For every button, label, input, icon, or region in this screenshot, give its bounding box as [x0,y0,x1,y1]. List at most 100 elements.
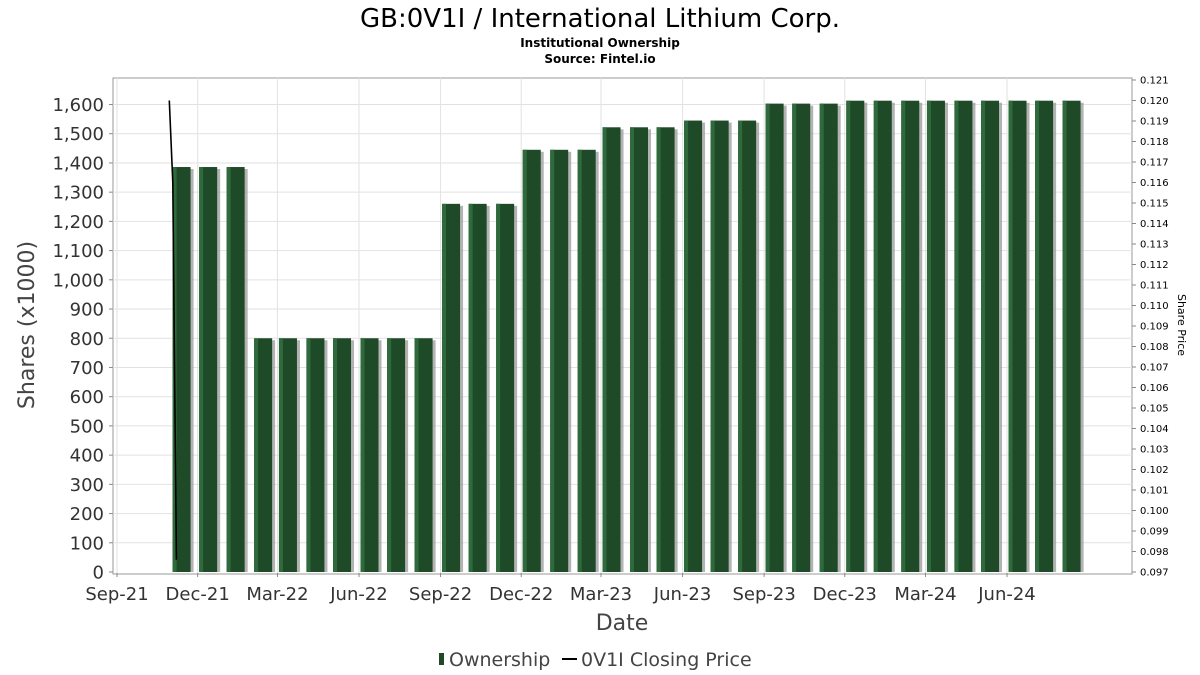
ownership-bar-highlight [792,103,797,572]
y2-tick-label: 0.103 [1140,445,1169,456]
y-tick-label: 1,100 [52,241,104,262]
ownership-bar-highlight [629,127,634,573]
ownership-bar [1062,100,1081,572]
y-tick-label: 1,400 [52,153,104,174]
ownership-bar [846,100,865,572]
y-tick-label: 100 [70,533,104,554]
y-tick-label: 200 [70,504,104,525]
ownership-bar-highlight [522,149,527,572]
x-tick-label: Dec-23 [813,584,877,605]
y-tick-label: 700 [70,358,104,379]
ownership-bar [901,100,920,572]
y2-tick-label: 0.121 [1140,76,1169,87]
y-tick-label: 500 [70,416,104,437]
ownership-bar-highlight [656,127,661,573]
y2-tick-label: 0.109 [1140,322,1169,333]
y-tick-label: 600 [70,387,104,408]
chart-title: GB:0V1I / International Lithium Corp. [360,4,840,34]
ownership-bar-highlight [254,338,259,572]
y-axis-label: Shares (x1000) [15,241,40,409]
ownership-bar-highlight [954,100,959,572]
price-line [168,100,178,560]
ownership-bar [306,338,325,572]
ownership-bar [360,338,379,572]
y2-tick-label: 0.107 [1140,363,1169,374]
ownership-bar [1008,100,1027,572]
y-tick-label: 0 [93,563,104,584]
ownership-bar-highlight [1008,100,1013,572]
ownership-bar-highlight [577,149,582,572]
ownership-bar-highlight [981,100,986,572]
x-tick-label: Dec-22 [489,584,553,605]
ownership-bar [254,338,273,572]
y2-tick-label: 0.098 [1140,547,1169,558]
ownership-bar [819,103,838,572]
y2-tick-label: 0.106 [1140,383,1169,394]
ownership-bar-highlight [846,100,851,572]
x-tick-label: Sep-21 [85,584,148,605]
y-tick-label: 900 [70,300,104,321]
y2-tick-label: 0.097 [1140,568,1169,579]
ownership-bar [684,120,703,572]
ownership-bar [926,100,945,572]
y-tick-label: 1,600 [52,95,104,116]
ownership-bar [656,127,675,573]
ownership-bar [873,100,892,572]
ownership-bar [278,338,297,572]
x-tick-label: Sep-23 [732,584,795,605]
ownership-bar-highlight [684,120,689,572]
y-tick-label: 1,300 [52,183,104,204]
ownership-bar-highlight [306,338,311,572]
ownership-bar [172,167,191,572]
y2-tick-label: 0.113 [1140,240,1169,251]
ownership-bar [602,127,621,573]
x-tick-label: Mar-24 [894,584,956,605]
ownership-bar-highlight [819,103,824,572]
y2-tick-label: 0.112 [1140,260,1169,271]
legend-swatch-ownership [439,653,444,665]
ownership-bar-highlight [602,127,607,573]
x-tick-label: Jun-23 [653,584,712,605]
y2-tick-label: 0.100 [1140,506,1169,517]
chart-subtitle-line-1: Institutional Ownership [520,36,680,50]
ownership-bar [954,100,973,572]
x-axis: Sep-21 Dec-21 Mar-22 Jun-22 Sep-22 Dec-22 Mar-… [85,573,1036,605]
ownership-bar [792,103,811,572]
ownership-bar-highlight [226,167,231,572]
ownership-bar [442,203,461,572]
ownership-bar-highlight [333,338,338,572]
y2-tick-label: 0.111 [1140,281,1169,292]
ownership-bar [496,203,515,572]
y2-tick-label: 0.101 [1140,486,1169,497]
x-tick-label: Mar-22 [246,584,308,605]
x-tick-label: Dec-21 [166,584,230,605]
ownership-bar-highlight [468,203,473,572]
y-tick-label: 1,200 [52,212,104,233]
ownership-bar [738,120,757,572]
ownership-bar-highlight [278,338,283,572]
y-tick-label: 300 [70,475,104,496]
y-tick-label: 1,500 [52,124,104,145]
ownership-bar [577,149,596,572]
ownership-bar-highlight [1062,100,1067,572]
ownership-bar [333,338,352,572]
y2-tick-label: 0.115 [1140,199,1169,210]
y2-axis-label: Share Price [1175,294,1188,356]
x-tick-label: Jun-24 [977,584,1036,605]
ownership-bar-highlight [926,100,931,572]
ownership-bar-highlight [1035,100,1040,572]
ownership-bar [199,167,218,572]
y2-tick-label: 0.099 [1140,527,1169,538]
ownership-bar-highlight [901,100,906,572]
x-tick-label: Jun-22 [329,584,388,605]
ownership-bar-highlight [360,338,365,572]
ownership-bar [522,149,541,572]
ownership-bar [414,338,433,572]
ownership-bar [1035,100,1054,572]
y-tick-label: 400 [70,446,104,467]
ownership-bar-highlight [199,167,204,572]
x-tick-label: Mar-23 [570,584,632,605]
ownership-bar-highlight [414,338,419,572]
legend-label-price: 0V1I Closing Price [581,649,752,671]
